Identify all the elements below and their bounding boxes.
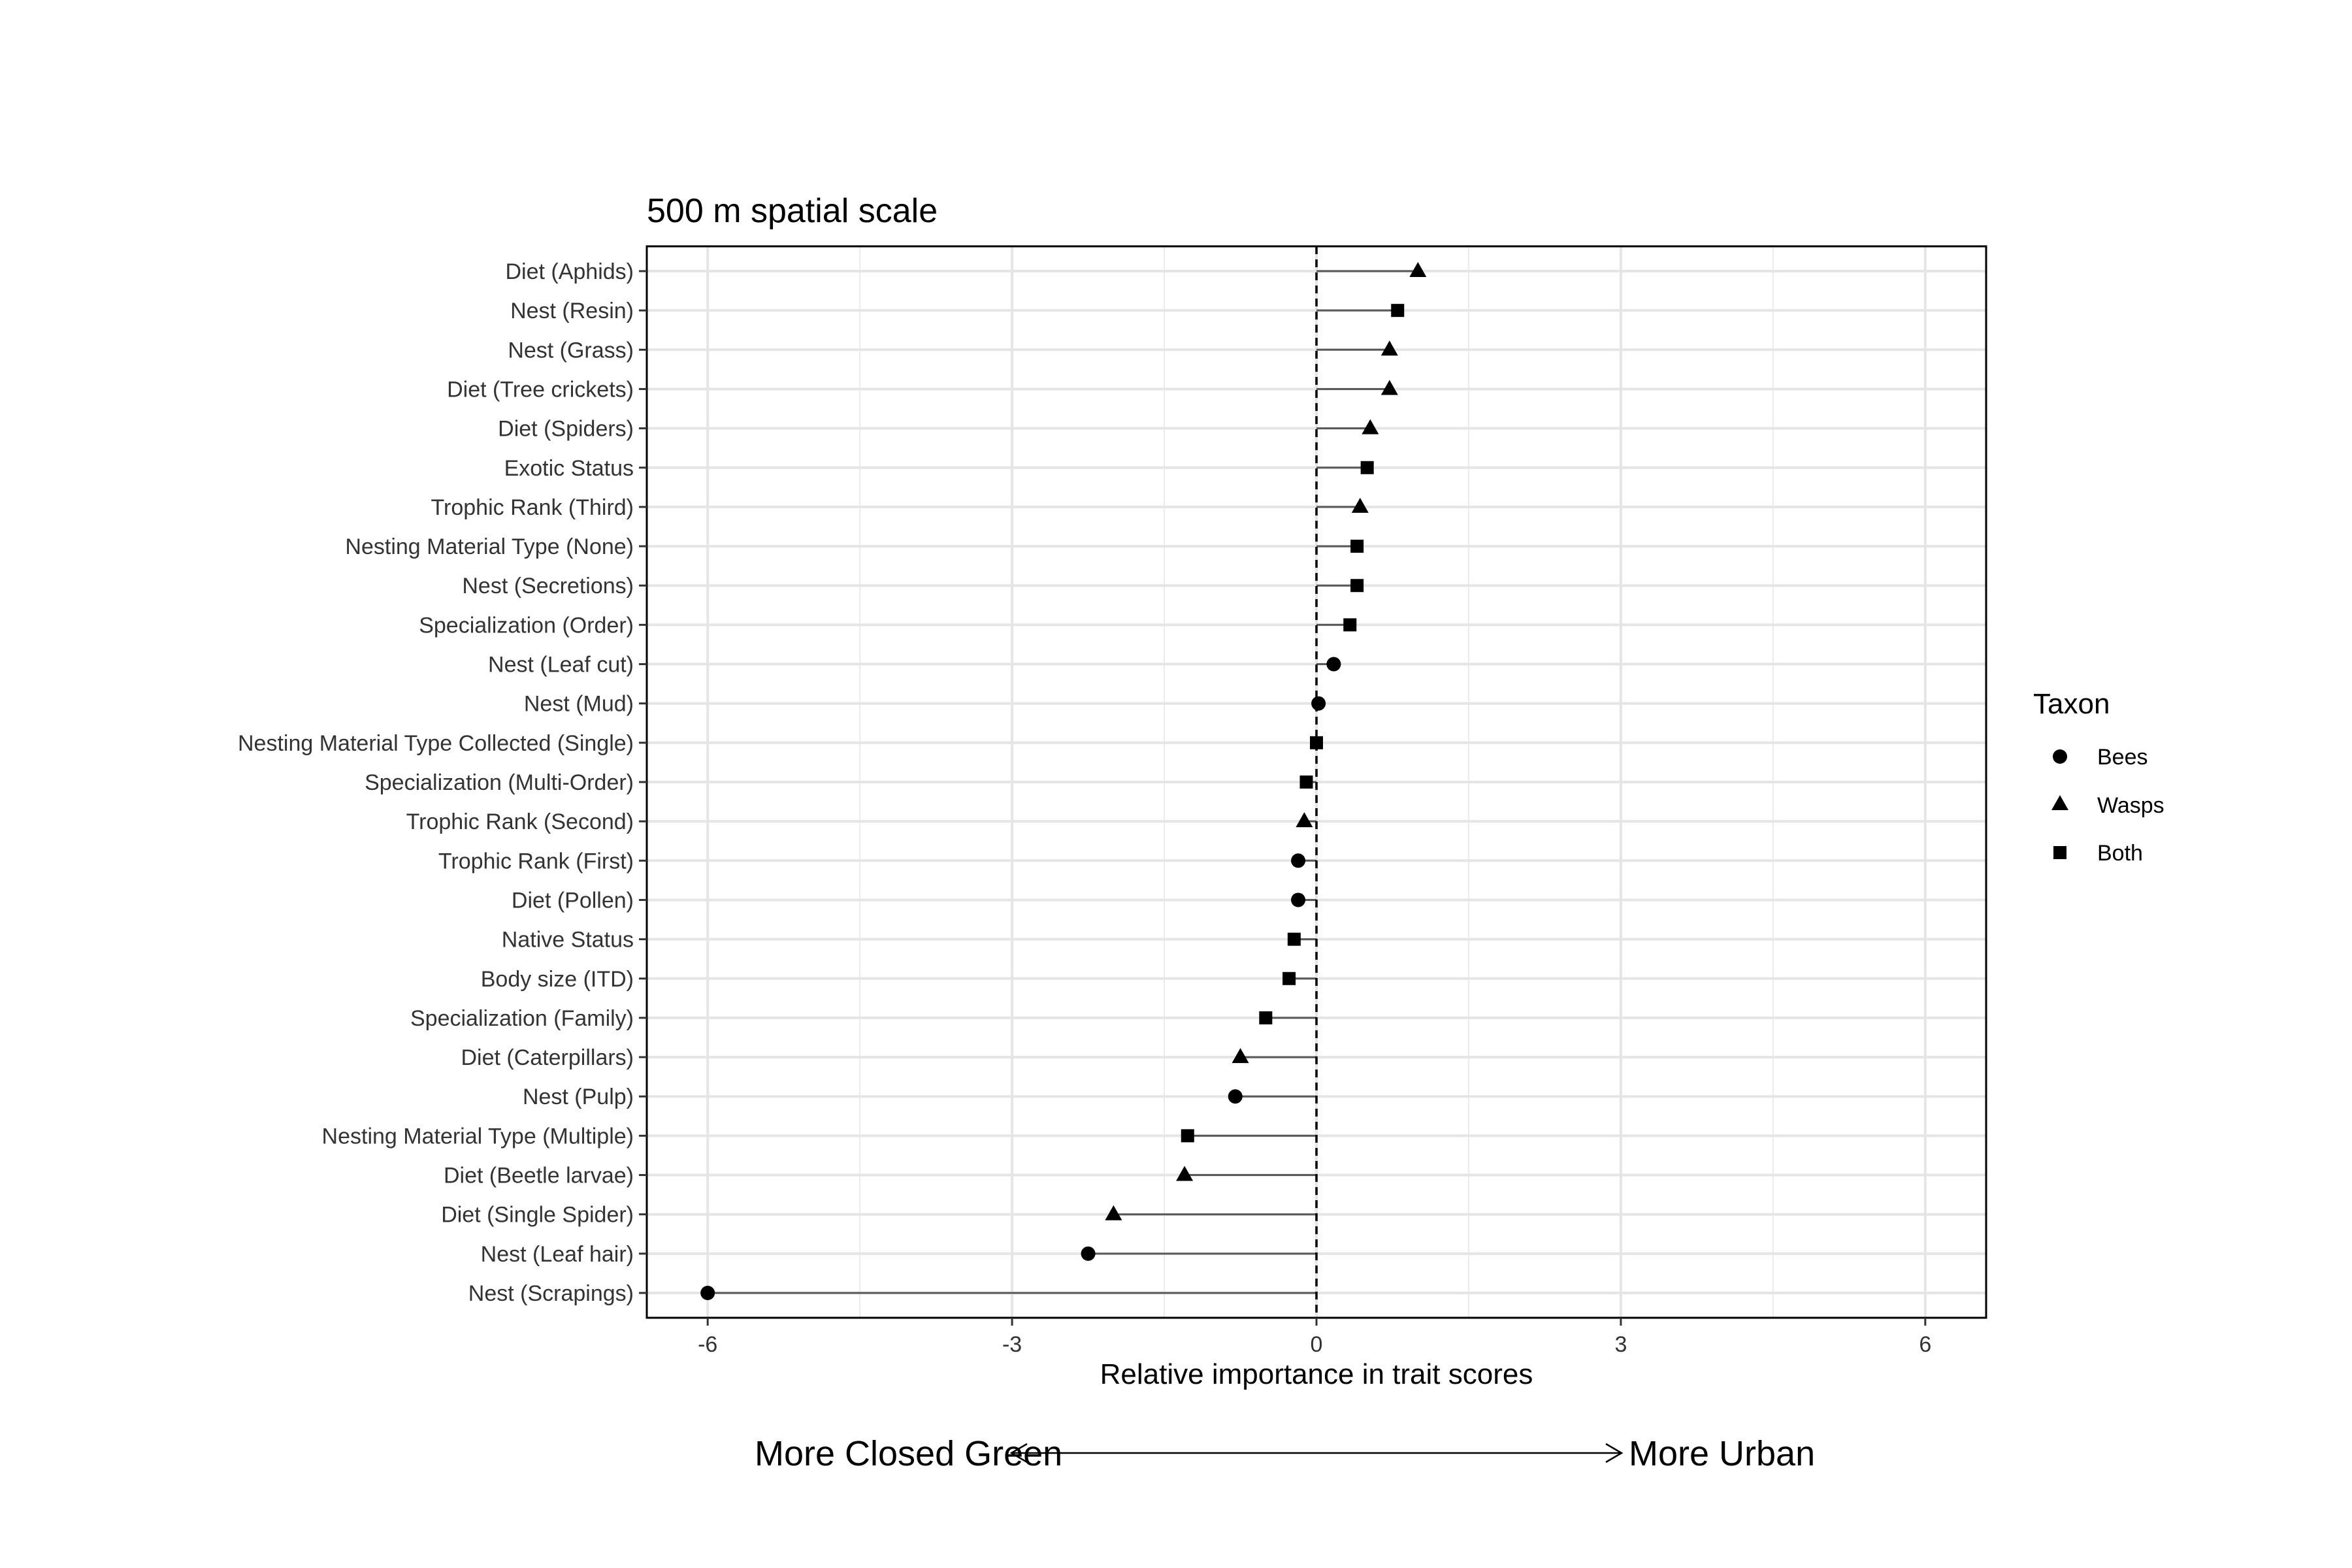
y-tick-label: Nesting Material Type (Multiple) <box>322 1124 634 1149</box>
legend-title: Taxon <box>2033 688 2110 720</box>
data-point <box>1181 1129 1194 1143</box>
data-point <box>1299 776 1313 789</box>
data-point <box>700 1286 715 1300</box>
y-tick-label: Nest (Mud) <box>524 692 634 717</box>
legend-label-wasps: Wasps <box>2097 793 2164 818</box>
data-point <box>1362 419 1379 434</box>
direction-arrow-left-head <box>1009 1443 1028 1463</box>
chart-title: 500 m spatial scale <box>647 192 938 230</box>
data-point <box>1176 1166 1194 1181</box>
y-tick-label: Specialization (Order) <box>419 613 634 638</box>
data-point <box>1081 1246 1096 1261</box>
x-tick-label: -3 <box>1002 1332 1022 1357</box>
y-tick-label: Trophic Rank (Second) <box>406 809 634 834</box>
y-tick-label: Nest (Pulp) <box>523 1085 634 1109</box>
y-tick-label: Nest (Scrapings) <box>468 1281 634 1306</box>
data-point <box>1409 262 1427 277</box>
legend-bees-marker <box>2053 749 2067 764</box>
data-point <box>1232 1048 1249 1064</box>
y-tick-label: Exotic Status <box>504 456 634 481</box>
y-tick-label: Diet (Caterpillars) <box>461 1045 634 1070</box>
data-point <box>1360 461 1374 474</box>
y-tick-label: Diet (Spiders) <box>498 417 634 442</box>
y-tick-label: Diet (Pollen) <box>512 888 634 913</box>
y-tick-label: Diet (Single Spider) <box>441 1203 634 1228</box>
y-tick-label: Diet (Tree crickets) <box>447 377 634 402</box>
x-tick-label: 3 <box>1614 1332 1627 1357</box>
data-point <box>1380 380 1398 395</box>
data-point <box>1380 340 1398 356</box>
data-point <box>1282 972 1296 985</box>
y-tick-label: Trophic Rank (First) <box>438 849 634 874</box>
y-tick-label: Nesting Material Type (None) <box>345 534 634 559</box>
data-point <box>1291 892 1306 907</box>
data-points <box>700 262 1427 1300</box>
y-axis: Diet (Aphids) Nest (Resin) Nest (Grass) Die… <box>238 259 647 1306</box>
data-point <box>1311 696 1326 711</box>
legend: Taxon Bees Wasps Both <box>2033 688 2164 866</box>
x-tick-label: -6 <box>698 1332 717 1357</box>
direction-annotation: More Closed Green More Urban <box>755 1434 1815 1473</box>
y-tick-label: Nest (Leaf cut) <box>488 653 634 678</box>
legend-label-bees: Bees <box>2097 745 2148 770</box>
x-tick-label: 6 <box>1919 1332 1931 1357</box>
data-point <box>1350 579 1364 593</box>
data-point <box>1350 540 1364 553</box>
y-tick-label: Native Status <box>502 928 634 953</box>
data-point <box>1391 304 1405 318</box>
y-tick-label: Nesting Material Type Collected (Single) <box>238 731 634 756</box>
data-point <box>1310 736 1323 749</box>
y-tick-label: Nest (Leaf hair) <box>481 1242 634 1267</box>
y-tick-label: Diet (Beetle larvae) <box>444 1164 634 1188</box>
y-tick-label: Nest (Resin) <box>510 299 634 323</box>
y-tick-label: Specialization (Multi-Order) <box>365 770 634 795</box>
data-point <box>1259 1011 1273 1024</box>
lollipop-segments <box>708 270 1418 1294</box>
data-point <box>1343 618 1357 632</box>
legend-wasps-marker <box>2051 795 2068 810</box>
data-point <box>1351 497 1369 513</box>
legend-both-marker <box>2053 846 2066 859</box>
y-tick-label: Specialization (Family) <box>410 1006 634 1031</box>
data-point <box>1291 853 1306 868</box>
data-point <box>1228 1089 1243 1104</box>
annotation-more-closed-green: More Closed Green <box>755 1434 1062 1473</box>
legend-label-both: Both <box>2097 841 2143 866</box>
data-point <box>1326 657 1341 672</box>
direction-arrow-right-head <box>1605 1443 1624 1463</box>
x-tick-label: 0 <box>1311 1332 1323 1357</box>
y-tick-label: Diet (Aphids) <box>505 259 634 284</box>
x-axis-label: Relative importance in trait scores <box>1100 1358 1533 1390</box>
y-tick-label: Nest (Secretions) <box>462 574 634 598</box>
data-point <box>1105 1205 1122 1220</box>
data-point <box>1296 812 1313 828</box>
y-tick-label: Nest (Grass) <box>508 338 634 363</box>
y-tick-label: Body size (ITD) <box>481 967 634 992</box>
x-axis: -6 -3 0 3 6 <box>698 1318 1931 1357</box>
annotation-more-urban: More Urban <box>1629 1434 1815 1473</box>
y-tick-label: Trophic Rank (Third) <box>431 495 634 520</box>
data-point <box>1287 932 1301 946</box>
